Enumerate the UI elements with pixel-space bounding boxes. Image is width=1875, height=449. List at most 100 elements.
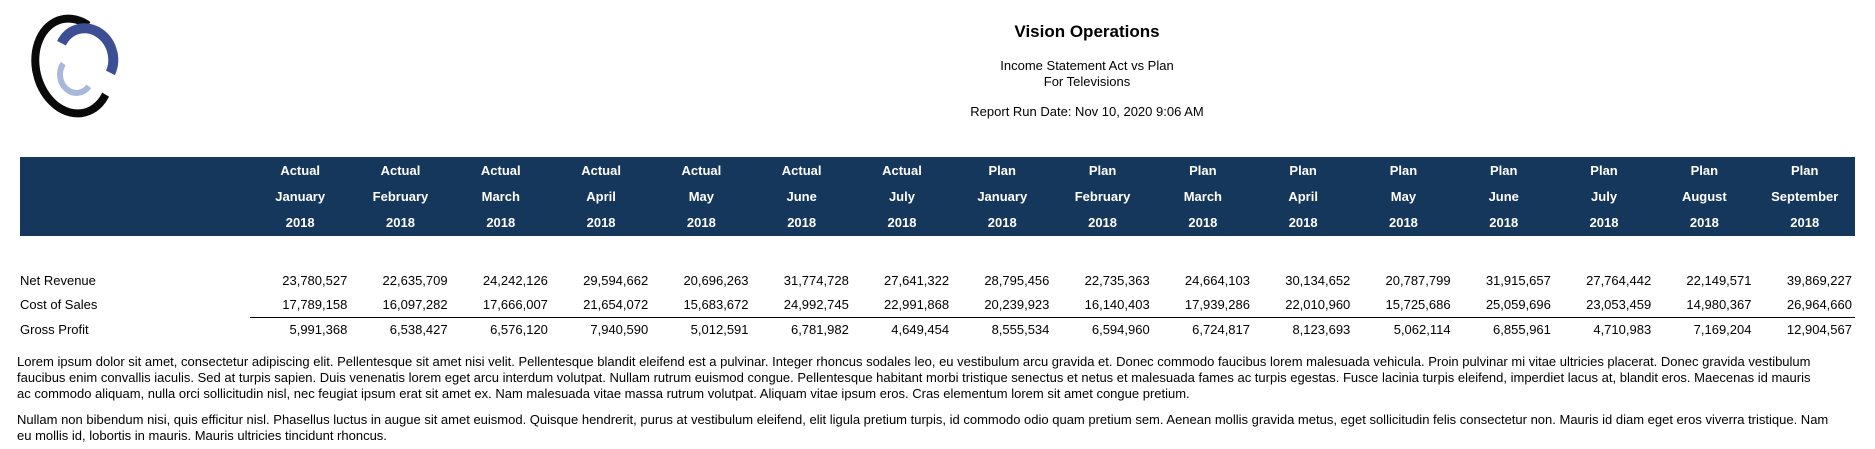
- header-cell-plan-february: Plan February 2018: [1052, 157, 1153, 236]
- report-subtitle-line2: For Televisions: [1043, 74, 1131, 89]
- header-cell-actual-may: Actual May 2018: [651, 157, 752, 236]
- footnote-paragraphs: Lorem ipsum dolor sit amet, consectetur …: [17, 354, 1875, 444]
- paragraph-1-line-3: ac commodo aliquam, nulla orci sollicitu…: [17, 386, 1190, 401]
- table-cell: 22,149,571: [1686, 273, 1752, 288]
- header-year-label: 2018: [285, 214, 315, 230]
- table-cell: 22,991,868: [884, 297, 950, 312]
- header-scenario-label: Plan: [988, 162, 1016, 178]
- header-month-label: June: [786, 188, 817, 204]
- header-month-label: February: [1074, 188, 1131, 204]
- table-cell: 39,869,227: [1786, 273, 1852, 288]
- header-cell-actual-june: Actual June 2018: [751, 157, 852, 236]
- header-scenario-label: Actual: [480, 162, 521, 178]
- table-cell: 17,666,007: [482, 297, 548, 312]
- header-year-label: 2018: [486, 214, 516, 230]
- table-cell: 8,555,534: [952, 317, 1053, 342]
- table-cell: 6,576,120: [450, 317, 551, 342]
- table-cell: 5,991,368: [250, 317, 351, 342]
- header-year-label: 2018: [686, 214, 716, 230]
- income-table: Actual January 2018 Actual February 2018 Actua…: [20, 157, 1855, 342]
- table-row-net-revenue: Net Revenue 23,780,527 22,635,709 24,242,12…: [20, 269, 1855, 293]
- paragraph-1-line-2: faucibus enim convallis iaculis. Sed at …: [17, 370, 1811, 385]
- paragraph-1: Lorem ipsum dolor sit amet, consectetur …: [17, 354, 1875, 402]
- table-cell: 7,940,590: [550, 317, 652, 342]
- table-cell: 7,169,204: [1654, 317, 1755, 342]
- header-month-label: May: [1390, 188, 1417, 204]
- table-cell: 5,062,114: [1353, 317, 1454, 342]
- header-scenario-label: Actual: [380, 162, 421, 178]
- header-scenario-label: Actual: [781, 162, 822, 178]
- header-year-label: 2018: [987, 214, 1017, 230]
- table-cell: 31,774,728: [783, 273, 849, 288]
- header-year-label: 2018: [586, 214, 616, 230]
- header-scenario-label: Plan: [1289, 162, 1317, 178]
- report-header: Vision Operations Income Statement Act v…: [0, 0, 1875, 157]
- table-spacer-cell: [20, 236, 1855, 269]
- header-cell-plan-june: Plan June 2018: [1453, 157, 1554, 236]
- header-cell-plan-september: Plan September 2018: [1754, 157, 1855, 236]
- table-cell: 24,992,745: [783, 297, 849, 312]
- header-year-label: 2018: [1388, 214, 1418, 230]
- header-scenario-label: Actual: [581, 162, 621, 178]
- row-label: Cost of Sales: [20, 297, 98, 313]
- row-label: Net Revenue: [20, 273, 96, 288]
- table-row-cost-of-sales: Cost of Sales 17,789,158 16,097,282 17,666,…: [20, 293, 1855, 318]
- table-cell: 6,781,982: [751, 317, 852, 342]
- header-month-label: March: [1183, 188, 1222, 204]
- report-title: Vision Operations: [1014, 22, 1160, 41]
- header-year-label: 2018: [1188, 214, 1218, 230]
- header-year-label: 2018: [1589, 214, 1619, 230]
- header-month-label: May: [688, 188, 715, 204]
- header-stub-cell: [20, 157, 251, 236]
- header-scenario-label: Actual: [681, 162, 722, 178]
- header-cell-actual-march: Actual March 2018: [450, 157, 551, 236]
- row-label: Gross Profit: [20, 321, 89, 337]
- table-cell: 29,594,662: [583, 273, 649, 288]
- table-cell: 20,787,799: [1385, 273, 1451, 288]
- table-cell: 20,239,923: [984, 297, 1050, 312]
- table-cell: 8,123,693: [1253, 317, 1354, 342]
- header-cell-plan-july: Plan July 2018: [1553, 157, 1655, 236]
- table-cell: 6,855,961: [1453, 317, 1554, 342]
- paragraph-1-line-1: Lorem ipsum dolor sit amet, consectetur …: [17, 354, 1811, 369]
- table-cell: 31,915,657: [1485, 273, 1551, 288]
- header-month-label: March: [481, 188, 520, 204]
- table-cell: 30,134,652: [1285, 273, 1351, 288]
- table-cell: 24,664,103: [1184, 273, 1250, 288]
- table-cell: 6,724,817: [1152, 317, 1253, 342]
- table-cell: 4,649,454: [851, 317, 953, 342]
- table-cell: 6,538,427: [350, 317, 451, 342]
- report-subtitle-line1: Income Statement Act vs Plan: [1000, 58, 1174, 73]
- table-cell: 5,012,591: [651, 317, 752, 342]
- header-cell-plan-august: Plan August 2018: [1654, 157, 1755, 236]
- header-year-label: 2018: [787, 214, 817, 230]
- report-subtitle: Income Statement Act vs Plan For Televis…: [0, 58, 1875, 90]
- table-cell: 16,097,282: [382, 297, 448, 312]
- table-cell: 27,641,322: [884, 273, 950, 288]
- header-cell-actual-january: Actual January 2018: [250, 157, 351, 236]
- table-cell: 16,140,403: [1084, 297, 1150, 312]
- table-cell: 20,696,263: [683, 273, 749, 288]
- table-cell: 15,683,672: [683, 297, 749, 312]
- header-month-label: January: [977, 188, 1028, 204]
- table-row-gross-profit: Gross Profit 5,991,368 6,538,427 6,576,120 7…: [20, 317, 1855, 342]
- table-cell: 17,939,286: [1184, 297, 1250, 312]
- header-cell-plan-march: Plan March 2018: [1152, 157, 1253, 236]
- header-scenario-label: Plan: [1189, 162, 1217, 178]
- title-block: Vision Operations Income Statement Act v…: [0, 22, 1875, 120]
- header-year-label: 2018: [1288, 214, 1318, 230]
- header-scenario-label: Actual: [882, 162, 922, 178]
- header-scenario-label: Plan: [1389, 162, 1418, 178]
- header-scenario-label: Plan: [1590, 162, 1618, 178]
- header-cell-actual-february: Actual February 2018: [350, 157, 451, 236]
- table-spacer-row: [20, 236, 1855, 269]
- header-month-label: January: [275, 188, 326, 204]
- table-cell: 22,010,960: [1285, 297, 1351, 312]
- table-cell: 23,053,459: [1586, 297, 1652, 312]
- header-scenario-label: Actual: [280, 162, 321, 178]
- table-cell: 26,964,660: [1786, 297, 1852, 312]
- header-scenario-label: Plan: [1690, 162, 1719, 178]
- table-cell: 23,780,527: [282, 273, 348, 288]
- header-year-label: 2018: [1088, 214, 1118, 230]
